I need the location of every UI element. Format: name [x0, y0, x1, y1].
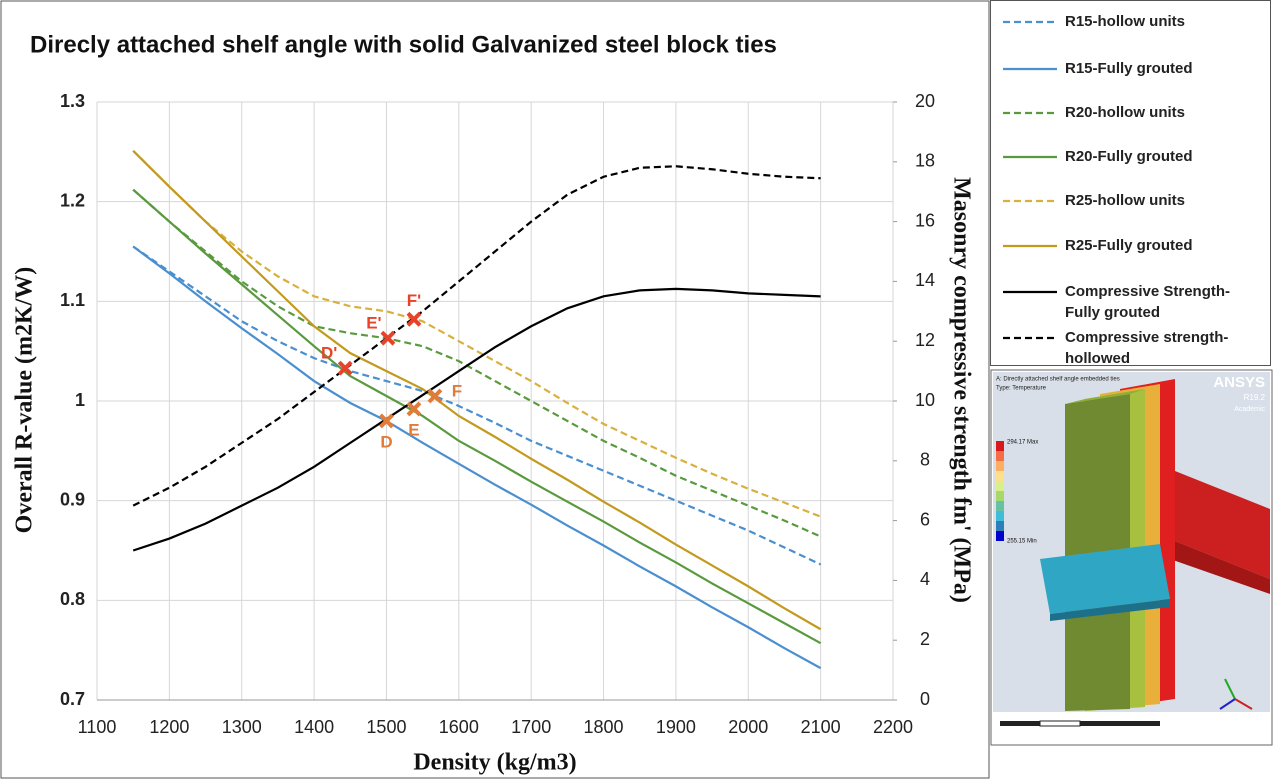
y-tick-label: 0.8: [60, 589, 85, 609]
legend-swatch: [999, 146, 1059, 168]
legend-label: Compressive strength-hollowed: [1065, 327, 1265, 369]
chart: Direcly attached shelf angle with solid …: [0, 0, 990, 780]
y2-tick-label: 2: [920, 629, 930, 649]
legend-swatch: [999, 327, 1059, 349]
x-tick-label: 2200: [873, 717, 913, 737]
annotation-label: D: [380, 432, 392, 451]
legend-entry: R25-Fully grouted: [999, 235, 1265, 257]
y-axis-title: Overall R-value (m2K/W): [12, 267, 38, 534]
legend-label: R15-Fully grouted: [1065, 58, 1265, 79]
legend-entry: R25-hollow units: [999, 190, 1265, 212]
inset-edition: Academic: [1234, 406, 1265, 413]
legend: R15-hollow units R15-Fully grouted R20-hol…: [990, 0, 1271, 366]
scale-max: 294.17 Max: [1007, 440, 1038, 446]
annotation-label: F': [407, 291, 421, 310]
scale-bar-segment: [1040, 721, 1080, 726]
legend-entry: Compressive strength-hollowed: [999, 327, 1265, 369]
y2-tick-label: 8: [920, 450, 930, 470]
annotation-label: E: [408, 420, 419, 439]
x-tick-label: 1200: [149, 717, 189, 737]
legend-swatch: [999, 190, 1059, 212]
annotation-label: E': [366, 314, 381, 333]
legend-entry: R20-Fully grouted: [999, 146, 1265, 168]
page: Direcly attached shelf angle with solid …: [0, 0, 1275, 780]
x-tick-label: 1900: [656, 717, 696, 737]
legend-label: R25-Fully grouted: [1065, 235, 1265, 256]
x-tick-label: 1100: [78, 717, 117, 737]
x-tick-label: 1500: [366, 717, 406, 737]
legend-swatch: [999, 58, 1059, 80]
y-tick-label: 0.9: [60, 489, 85, 509]
inset-subtitle: Type: Temperature: [996, 386, 1047, 392]
inset-brand: ANSYS: [1213, 374, 1265, 391]
x-tick-label: 2100: [801, 717, 841, 737]
legend-swatch: [999, 235, 1059, 257]
chart-title: Direcly attached shelf angle with solid …: [30, 31, 777, 58]
legend-swatch: [999, 281, 1059, 303]
legend-entry: R15-hollow units: [999, 11, 1265, 33]
y2-tick-label: 14: [915, 270, 935, 290]
chart-frame: [1, 1, 989, 778]
y2-axis-title: Masonry compressive strength fm' (MPa): [948, 177, 974, 603]
scale-min: 255.15 Min: [1007, 539, 1037, 545]
y2-tick-label: 16: [915, 210, 935, 230]
inset-image: A: Directly attached shelf angle embedde…: [990, 369, 1273, 747]
legend-entry: R20-hollow units: [999, 102, 1265, 124]
legend-swatch: [999, 11, 1059, 33]
legend-label: R20-hollow units: [1065, 102, 1265, 123]
x-tick-label: 1400: [294, 717, 334, 737]
x-tick-label: 1600: [439, 717, 479, 737]
legend-label: R20-Fully grouted: [1065, 146, 1265, 167]
y2-tick-label: 4: [920, 569, 930, 589]
y2-tick-label: 12: [915, 330, 935, 350]
y-tick-label: 1.2: [60, 190, 85, 210]
y2-tick-label: 20: [915, 91, 935, 111]
y2-tick-label: 18: [915, 151, 935, 171]
y2-tick-label: 10: [915, 390, 935, 410]
x-tick-label: 1700: [511, 717, 551, 737]
y-tick-label: 1: [75, 390, 85, 410]
legend-entry: R15-Fully grouted: [999, 58, 1265, 80]
legend-swatch: [999, 102, 1059, 124]
annotation-label: D': [321, 344, 337, 363]
inset-version: R19.2: [1244, 393, 1266, 402]
x-tick-label: 1300: [222, 717, 262, 737]
legend-label: Compressive Strength-Fully grouted: [1065, 281, 1265, 323]
legend-entry: Compressive Strength-Fully grouted: [999, 281, 1265, 323]
legend-label: R25-hollow units: [1065, 190, 1265, 211]
inset-title: A: Directly attached shelf angle embedde…: [996, 377, 1120, 383]
y-tick-label: 1.1: [60, 290, 85, 310]
legend-label: R15-hollow units: [1065, 11, 1265, 32]
x-tick-label: 2000: [728, 717, 768, 737]
y2-tick-label: 0: [920, 689, 930, 709]
y-tick-label: 0.7: [60, 689, 85, 709]
y-tick-label: 1.3: [60, 91, 85, 111]
y2-tick-label: 6: [920, 509, 930, 529]
x-tick-label: 1800: [584, 717, 624, 737]
color-scale: [996, 441, 1004, 541]
annotation-label: F: [452, 382, 462, 401]
x-axis-title: Density (kg/m3): [413, 750, 576, 776]
